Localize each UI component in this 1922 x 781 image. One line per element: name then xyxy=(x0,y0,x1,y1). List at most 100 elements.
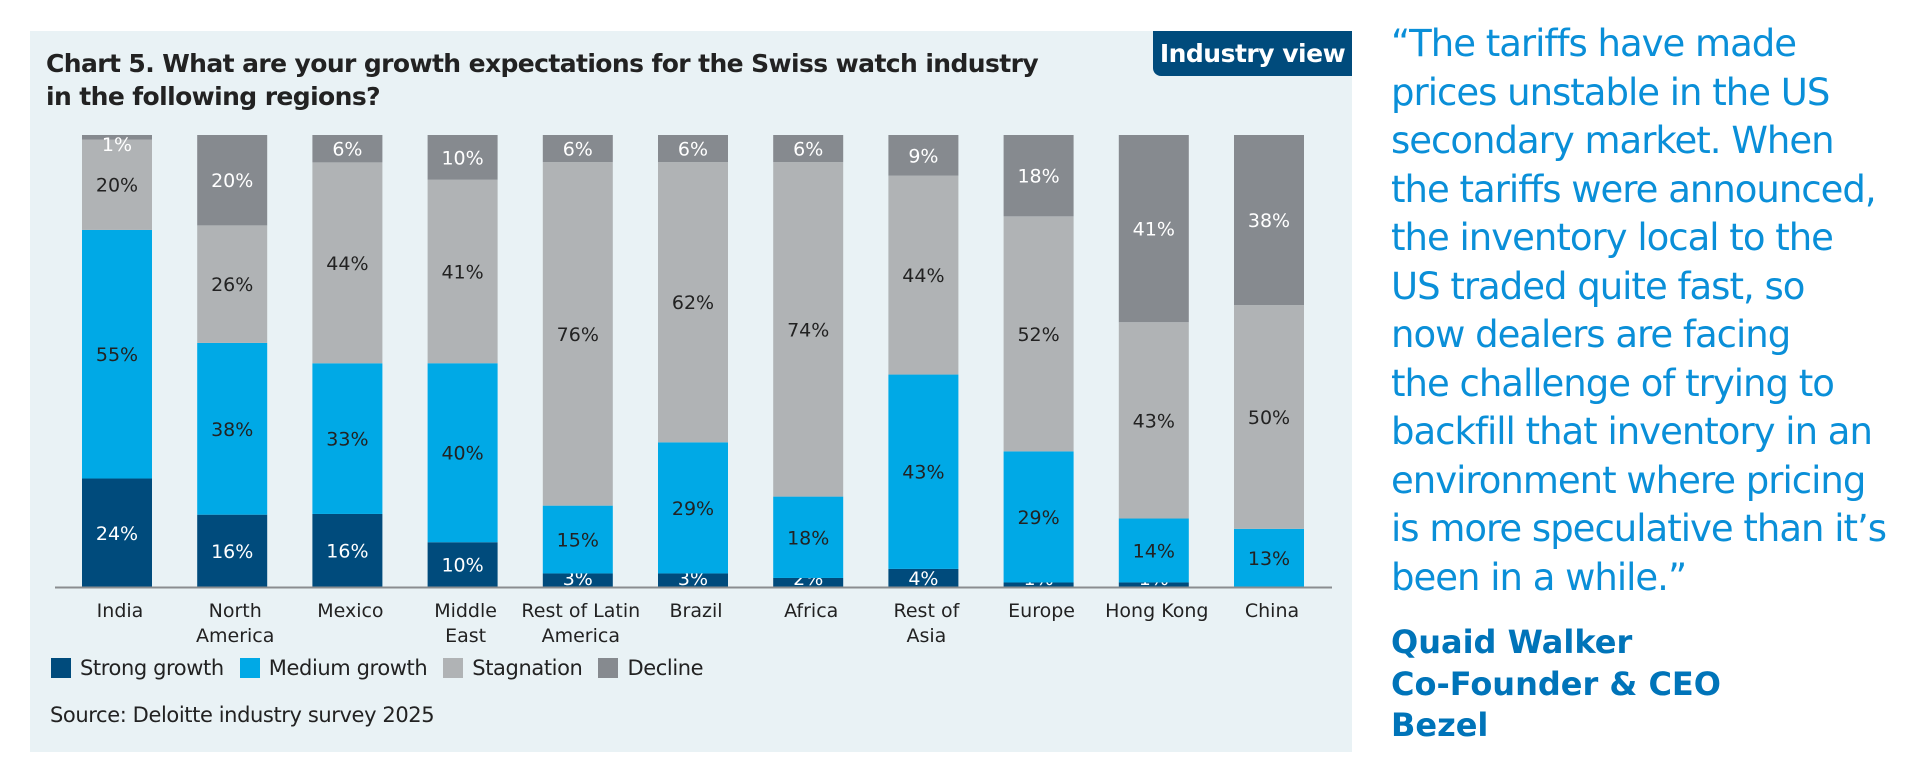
data-label: 20% xyxy=(211,170,253,192)
legend-swatch xyxy=(51,658,71,678)
data-label: 76% xyxy=(557,324,599,346)
data-label: 16% xyxy=(326,540,368,562)
bar-segment xyxy=(1118,322,1189,519)
data-label: 10% xyxy=(441,147,483,169)
data-label: 44% xyxy=(326,253,368,275)
category-label: Europe xyxy=(1008,600,1075,622)
bar-segment xyxy=(658,135,728,163)
legend-swatch xyxy=(443,658,464,678)
bar-segment xyxy=(1234,135,1304,306)
category-label: Rest of xyxy=(894,600,961,622)
data-label: 52% xyxy=(1017,324,1059,346)
chart-title: Chart 5. What are your growth expectatio… xyxy=(46,47,1039,113)
quote-line: US traded quite fast, so xyxy=(1391,264,1805,308)
bar-segment xyxy=(542,135,613,163)
category-label: India xyxy=(97,600,144,622)
data-label: 43% xyxy=(902,462,944,484)
category-label: North xyxy=(209,600,262,622)
stacked-bar-chart: 24% 55% 20% 1% India 16% 38% 26% 20% North America… xyxy=(55,134,1332,647)
legend-label: Strong growth xyxy=(80,656,224,680)
data-label: 1% xyxy=(102,134,132,156)
quote-author-company: Bezel xyxy=(1391,706,1489,744)
bar-segment xyxy=(542,162,613,506)
bar-segment xyxy=(658,162,728,443)
bar-segment xyxy=(82,135,152,140)
data-label: 43% xyxy=(1133,410,1175,432)
bar-segment xyxy=(888,175,959,375)
bar-segment xyxy=(1003,451,1074,583)
bar-segment xyxy=(658,573,728,587)
bar-segment xyxy=(1234,528,1304,587)
data-label: 33% xyxy=(326,429,368,451)
category-label: America xyxy=(542,625,620,647)
data-label: 62% xyxy=(672,292,714,314)
data-label: 3% xyxy=(563,568,593,590)
industry-view-badge: Industry view xyxy=(1153,31,1352,76)
data-label: 38% xyxy=(211,419,253,441)
quote-author-role: Co-Founder & CEO xyxy=(1391,664,1721,703)
bar-segment xyxy=(1118,582,1189,587)
data-label: 20% xyxy=(96,175,138,197)
bar-segment xyxy=(197,135,268,226)
data-label: 40% xyxy=(441,443,483,465)
data-label: 10% xyxy=(441,555,483,577)
quote-line: the challenge of trying to xyxy=(1391,361,1835,405)
data-label: 26% xyxy=(211,274,253,296)
bar-segment xyxy=(888,568,959,587)
data-label: 6% xyxy=(678,139,708,161)
bar-segment xyxy=(773,496,844,578)
bar-segment xyxy=(197,514,268,587)
category-label: Hong Kong xyxy=(1105,600,1208,622)
category-label: Mexico xyxy=(317,600,383,622)
bar-segment xyxy=(1118,135,1189,323)
legend-label: Decline xyxy=(627,656,704,680)
data-label: 6% xyxy=(793,139,823,161)
chart-source: Source: Deloitte industry survey 2025 xyxy=(50,703,435,727)
quote-line: “The tariffs have made xyxy=(1391,22,1797,65)
data-label: 29% xyxy=(672,498,714,520)
data-label: 18% xyxy=(1017,166,1059,188)
chart-legend: Strong growth Medium growth Stagnation Decl… xyxy=(51,656,704,680)
data-label: 14% xyxy=(1133,540,1175,562)
chart-title-line: in the following regions? xyxy=(46,82,381,111)
category-label: America xyxy=(196,625,274,647)
bar-segment xyxy=(542,573,613,587)
bar-segment xyxy=(773,135,844,163)
quote-line: prices unstable in the US xyxy=(1391,70,1830,114)
data-label: 18% xyxy=(787,527,829,549)
bar-segment xyxy=(312,162,383,364)
data-label: 24% xyxy=(96,523,138,545)
category-label: Rest of Latin xyxy=(521,600,640,622)
quote-author-name: Quaid Walker xyxy=(1391,623,1633,661)
data-label: 41% xyxy=(1133,219,1175,241)
legend-swatch xyxy=(239,658,260,678)
category-label: Africa xyxy=(784,600,838,622)
category-label: Asia xyxy=(906,625,946,647)
bar-segment xyxy=(427,363,498,543)
legend-swatch xyxy=(598,658,619,678)
category-label: Middle xyxy=(434,600,497,622)
quote-line: backfill that inventory in an xyxy=(1391,410,1873,453)
bar-segment xyxy=(1003,216,1074,452)
bar-segment xyxy=(197,342,268,515)
data-label: 29% xyxy=(1017,507,1059,529)
bar-segment xyxy=(888,135,959,176)
quote-line: now dealers are facing xyxy=(1391,313,1791,356)
legend-label: Stagnation xyxy=(472,656,583,680)
bar-segment xyxy=(82,478,152,587)
legend-label: Medium growth xyxy=(268,656,428,680)
category-label: East xyxy=(445,625,486,647)
bar-segment xyxy=(82,229,152,479)
data-label: 50% xyxy=(1248,407,1290,429)
data-label: 41% xyxy=(441,261,483,283)
category-label: Brazil xyxy=(669,600,722,622)
legend-item: Decline xyxy=(598,656,704,680)
bar-segment xyxy=(773,162,844,497)
bar-segment xyxy=(427,179,498,364)
data-label: 38% xyxy=(1248,210,1290,232)
quote-line: the inventory local to the xyxy=(1391,216,1834,259)
chart-panel: 24% 55% 20% 1% India 16% 38% 26% 20% North America… xyxy=(30,31,1352,752)
quote-line: been in a while.” xyxy=(1391,555,1687,599)
bar-segment xyxy=(82,139,152,230)
legend-item: Medium growth xyxy=(239,656,428,680)
